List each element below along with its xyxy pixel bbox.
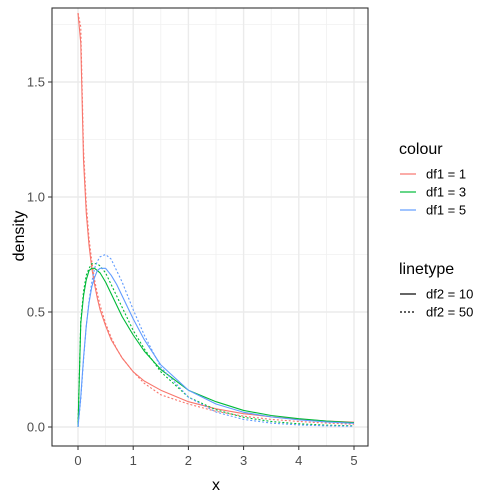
x-tick-label: 4 [295, 453, 302, 468]
panel-border [51, 7, 369, 447]
legend-label-linetype: df2 = 10 [426, 287, 473, 302]
x-tick-label: 1 [130, 453, 137, 468]
y-axis-title: density [11, 211, 28, 262]
y-tick-label: 1.5 [27, 75, 45, 90]
panel-background [52, 8, 368, 446]
x-tick-label: 2 [185, 453, 192, 468]
y-tick-label: 0.5 [27, 305, 45, 320]
plot-area [51, 7, 369, 447]
series-line-df1-3-df2-10 [77, 267, 355, 428]
legend-title-colour: colour [399, 141, 443, 158]
legend-label-colour: df1 = 5 [426, 203, 466, 218]
axes: 0 1 2 3 4 5 0.0 0.5 1.0 1.5 [27, 75, 358, 469]
legend-label-linetype: df2 = 50 [426, 305, 473, 320]
x-tick-label: 5 [350, 453, 357, 468]
series-line-df1-3-df2-50 [77, 263, 355, 428]
y-tick-label: 1.0 [27, 190, 45, 205]
y-tick-label: 0.0 [27, 420, 45, 435]
legend-label-colour: df1 = 1 [426, 167, 466, 182]
legend-label-colour: df1 = 3 [426, 185, 466, 200]
legend-title-linetype: linetype [399, 261, 454, 278]
series-lines [77, 12, 355, 428]
x-axis-title: x [212, 477, 220, 494]
x-tick-label: 0 [74, 453, 81, 468]
legend: colour df1 = 1 df1 = 3 df1 = 5 linetype df2 =… [399, 141, 473, 320]
series-line-df1-1-df2-50 [77, 12, 355, 425]
x-tick-label: 3 [240, 453, 247, 468]
